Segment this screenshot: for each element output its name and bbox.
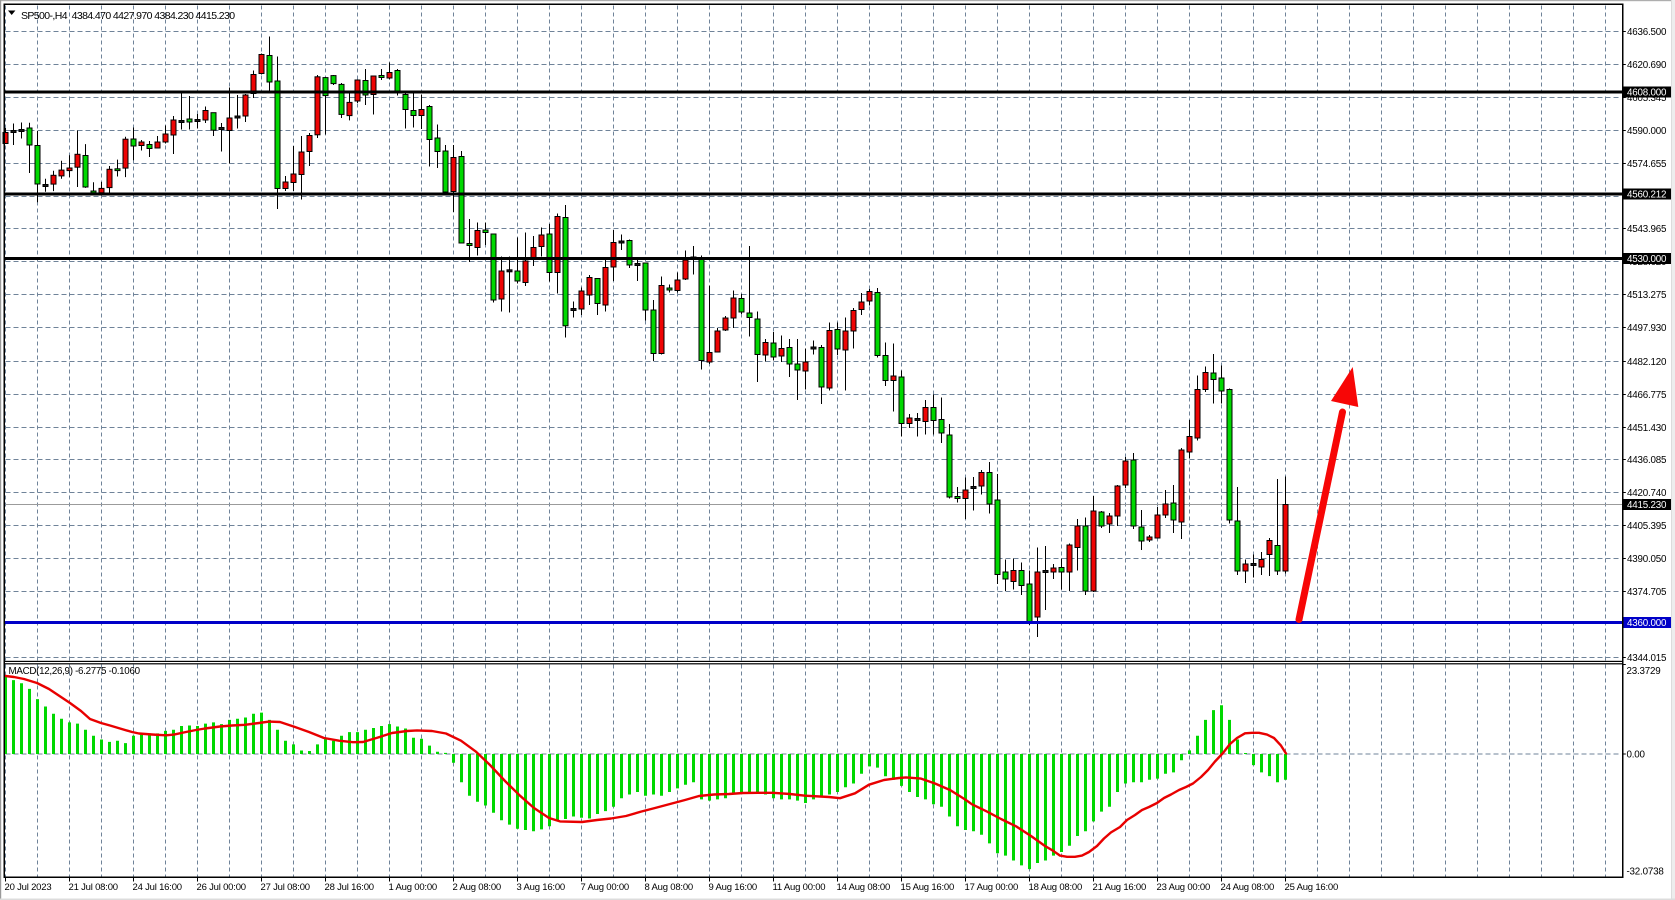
svg-text:4605.345: 4605.345 [1627, 93, 1667, 104]
svg-text:4415.230: 4415.230 [1627, 500, 1667, 511]
svg-text:23.3729: 23.3729 [1627, 666, 1661, 677]
svg-text:4560.212: 4560.212 [1627, 189, 1666, 200]
svg-text:4360.000: 4360.000 [1627, 618, 1667, 629]
svg-text:4590.000: 4590.000 [1627, 126, 1667, 137]
svg-text:4530.000: 4530.000 [1627, 254, 1667, 265]
svg-text:21 Jul 08:00: 21 Jul 08:00 [69, 882, 118, 893]
svg-text:-32.0738: -32.0738 [1627, 867, 1665, 878]
svg-text:28 Jul 16:00: 28 Jul 16:00 [325, 882, 374, 893]
svg-text:4497.930: 4497.930 [1627, 323, 1667, 334]
svg-text:MACD(12,26,9) -6.2775 -0.1060: MACD(12,26,9) -6.2775 -0.1060 [9, 666, 141, 677]
svg-text:4636.500: 4636.500 [1627, 27, 1667, 38]
svg-text:SP500-,H4 4384.470 4427.970 4: SP500-,H4 4384.470 4427.970 4384.230 441… [21, 10, 235, 22]
svg-text:4513.275: 4513.275 [1627, 290, 1667, 301]
svg-text:24 Aug 08:00: 24 Aug 08:00 [1221, 882, 1275, 893]
svg-text:26 Jul 00:00: 26 Jul 00:00 [197, 882, 246, 893]
svg-text:2 Aug 08:00: 2 Aug 08:00 [453, 882, 502, 893]
svg-text:17 Aug 00:00: 17 Aug 00:00 [965, 882, 1019, 893]
svg-text:4482.120: 4482.120 [1627, 357, 1667, 368]
svg-text:7 Aug 00:00: 7 Aug 00:00 [581, 882, 630, 893]
svg-text:4374.705: 4374.705 [1627, 587, 1667, 598]
svg-text:4608.000: 4608.000 [1627, 87, 1667, 98]
svg-text:27 Jul 08:00: 27 Jul 08:00 [261, 882, 310, 893]
svg-text:4405.395: 4405.395 [1627, 521, 1667, 532]
svg-text:4451.430: 4451.430 [1627, 423, 1667, 434]
svg-text:21 Aug 16:00: 21 Aug 16:00 [1093, 882, 1147, 893]
svg-text:8 Aug 08:00: 8 Aug 08:00 [645, 882, 694, 893]
svg-text:4574.655: 4574.655 [1627, 159, 1667, 170]
svg-text:18 Aug 08:00: 18 Aug 08:00 [1029, 882, 1083, 893]
svg-text:0.00: 0.00 [1627, 750, 1646, 761]
svg-text:4543.965: 4543.965 [1627, 224, 1667, 235]
svg-text:4420.740: 4420.740 [1627, 488, 1667, 499]
svg-text:1 Aug 00:00: 1 Aug 00:00 [389, 882, 438, 893]
svg-text:9 Aug 16:00: 9 Aug 16:00 [709, 882, 758, 893]
svg-text:4466.775: 4466.775 [1627, 390, 1667, 401]
svg-text:4620.690: 4620.690 [1627, 60, 1667, 71]
svg-text:4436.085: 4436.085 [1627, 455, 1667, 466]
svg-text:14 Aug 08:00: 14 Aug 08:00 [837, 882, 891, 893]
svg-text:11 Aug 00:00: 11 Aug 00:00 [773, 882, 826, 893]
svg-text:25 Aug 16:00: 25 Aug 16:00 [1285, 882, 1339, 893]
svg-text:24 Jul 16:00: 24 Jul 16:00 [133, 882, 182, 893]
svg-text:23 Aug 00:00: 23 Aug 00:00 [1157, 882, 1211, 893]
svg-text:20 Jul 2023: 20 Jul 2023 [5, 882, 52, 893]
svg-text:3 Aug 16:00: 3 Aug 16:00 [517, 882, 566, 893]
svg-text:4390.050: 4390.050 [1627, 554, 1667, 565]
svg-text:4344.015: 4344.015 [1627, 653, 1667, 664]
svg-text:15 Aug 16:00: 15 Aug 16:00 [901, 882, 955, 893]
